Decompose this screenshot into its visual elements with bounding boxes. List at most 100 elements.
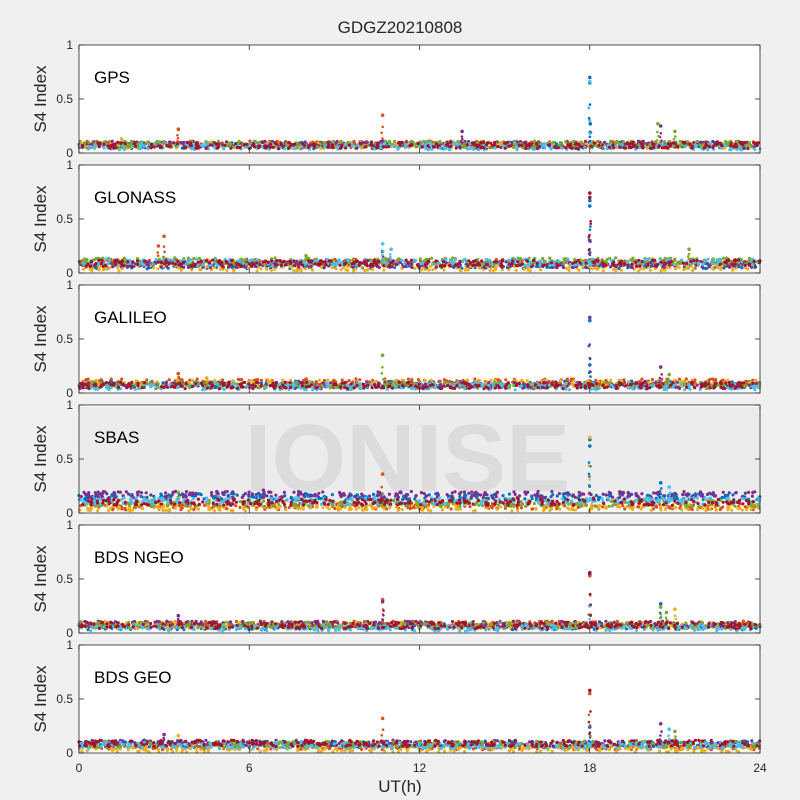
- data-point: [747, 259, 751, 263]
- spike-point: [381, 249, 385, 253]
- data-point: [542, 263, 546, 267]
- data-point: [164, 258, 168, 263]
- data-point: [561, 265, 566, 270]
- data-point: [315, 145, 319, 149]
- data-point: [574, 146, 578, 151]
- data-point: [132, 142, 136, 146]
- panel-label: GLONASS: [94, 188, 176, 207]
- data-point: [181, 261, 185, 265]
- data-point: [747, 383, 751, 387]
- data-point: [81, 143, 85, 147]
- spike-point: [587, 248, 591, 252]
- data-point: [662, 140, 667, 144]
- data-point: [126, 260, 130, 264]
- data-point: [690, 144, 694, 148]
- data-point: [580, 141, 584, 145]
- data-point: [428, 264, 432, 268]
- spike-point: [660, 373, 663, 376]
- spike-point: [660, 139, 663, 142]
- data-point: [273, 141, 277, 145]
- data-point: [317, 378, 321, 382]
- data-point: [90, 260, 94, 264]
- spike-point: [588, 363, 592, 367]
- data-point: [251, 143, 255, 147]
- data-point: [609, 265, 613, 269]
- data-point: [612, 146, 616, 150]
- spike-point: [587, 106, 591, 109]
- data-point: [542, 142, 546, 146]
- data-point: [101, 268, 106, 272]
- data-point: [358, 141, 362, 146]
- data-point: [418, 257, 422, 261]
- spike-point: [588, 135, 592, 139]
- data-point: [183, 146, 188, 150]
- data-point: [684, 144, 688, 148]
- data-point: [326, 140, 330, 144]
- data-point: [659, 269, 663, 273]
- data-point: [337, 259, 341, 263]
- data-point: [156, 260, 160, 264]
- data-point: [721, 378, 725, 382]
- data-point: [668, 266, 672, 270]
- data-point: [750, 145, 754, 149]
- y-tick-label: 0.5: [56, 92, 73, 106]
- data-point: [159, 145, 164, 149]
- data-point: [630, 258, 634, 263]
- data-point: [130, 264, 134, 268]
- data-point: [493, 140, 497, 145]
- data-point: [591, 260, 595, 264]
- data-point: [556, 263, 560, 268]
- data-point: [264, 260, 268, 264]
- data-point: [693, 378, 697, 382]
- data-point: [701, 262, 705, 266]
- data-point: [168, 140, 172, 144]
- data-point: [393, 139, 397, 143]
- data-point: [751, 263, 755, 267]
- data-point: [330, 143, 335, 147]
- data-point: [358, 378, 362, 382]
- data-point: [439, 264, 443, 268]
- data-point: [637, 269, 641, 273]
- data-point: [313, 262, 317, 266]
- data-point: [172, 141, 176, 145]
- data-point: [739, 141, 743, 145]
- data-point: [369, 143, 373, 147]
- data-point: [545, 381, 549, 385]
- data-point: [326, 145, 330, 149]
- data-point: [112, 143, 116, 147]
- data-point: [216, 145, 220, 149]
- data-point: [416, 141, 420, 145]
- data-point: [662, 265, 666, 269]
- data-point: [302, 260, 306, 264]
- data-point: [691, 268, 695, 273]
- data-point: [431, 262, 435, 266]
- data-point: [271, 145, 275, 149]
- data-point: [434, 259, 438, 263]
- data-point: [630, 266, 634, 270]
- data-point: [122, 147, 126, 151]
- data-point: [590, 267, 594, 271]
- spike-point: [659, 132, 663, 135]
- data-point: [478, 266, 482, 270]
- data-point: [143, 259, 147, 263]
- data-point: [429, 378, 433, 382]
- data-point: [147, 260, 151, 264]
- data-point: [710, 266, 715, 270]
- data-point: [482, 265, 486, 269]
- data-point: [93, 263, 97, 267]
- data-point: [86, 147, 90, 151]
- data-point: [260, 140, 264, 144]
- data-point: [346, 258, 350, 262]
- data-point: [646, 257, 650, 261]
- data-point: [135, 259, 139, 263]
- data-point: [571, 261, 575, 265]
- data-point: [524, 146, 528, 151]
- data-point: [365, 264, 369, 268]
- data-point: [557, 259, 561, 263]
- data-point: [229, 146, 233, 150]
- data-point: [729, 141, 733, 145]
- data-point: [99, 261, 104, 266]
- data-point: [576, 142, 581, 146]
- spike-point: [589, 370, 592, 374]
- data-point: [318, 260, 322, 264]
